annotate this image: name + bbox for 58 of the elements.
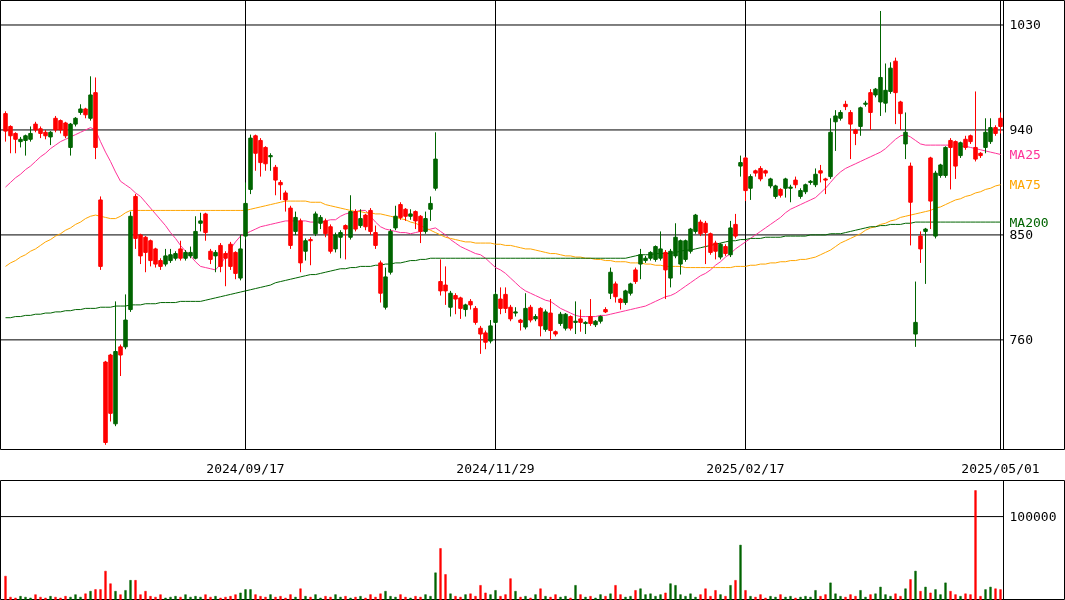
candlestick: [278, 179, 283, 201]
candlestick: [578, 309, 583, 333]
x-tick-label: 2025/05/01: [961, 460, 1040, 476]
candlestick: [273, 164, 278, 196]
y-tick-label: 100000: [1009, 509, 1057, 525]
candlestick: [868, 88, 873, 131]
candlestick: [738, 155, 743, 178]
series-label: MA75: [1009, 177, 1041, 193]
candlestick: [118, 344, 123, 377]
candlestick: [733, 213, 738, 239]
candlestick: [358, 208, 363, 229]
candlestick: [848, 109, 853, 160]
candlestick: [213, 249, 218, 273]
candlestick: [448, 290, 453, 318]
candlestick: [488, 319, 493, 344]
candlestick: [548, 298, 553, 341]
candlestick: [998, 111, 1003, 134]
x-tick-label: 2024/11/29: [456, 460, 535, 476]
candlestick: [588, 298, 593, 327]
candlestick: [303, 237, 308, 262]
candlestick: [923, 227, 928, 285]
candlestick: [373, 225, 378, 250]
candlestick: [293, 211, 298, 236]
candlestick: [538, 306, 543, 337]
candlestick: [353, 208, 358, 232]
candlestick: [543, 309, 548, 333]
candlestick: [423, 211, 428, 235]
candlestick: [88, 75, 93, 122]
candlestick: [203, 212, 208, 242]
candlestick: [283, 190, 288, 213]
series-label: MA25: [1009, 146, 1041, 162]
y-tick-label: 1030: [1009, 17, 1041, 33]
candlestick: [198, 212, 203, 232]
candlestick: [308, 236, 313, 266]
candlestick: [748, 173, 753, 201]
x-tick-label: 2025/02/17: [706, 460, 785, 476]
y-tick-label: 760: [1009, 332, 1033, 348]
line-series: [5, 184, 1001, 269]
candlestick: [608, 267, 613, 300]
candlestick: [913, 281, 918, 348]
candlestick: [918, 230, 923, 264]
candlestick: [428, 195, 433, 222]
series-label: MA200: [1009, 214, 1049, 230]
candlestick: [903, 111, 908, 160]
candlestick: [858, 106, 863, 137]
candlestick: [178, 240, 183, 262]
candlestick: [393, 205, 398, 231]
x-tick-label: 2024/09/17: [206, 460, 285, 476]
candlestick: [663, 249, 668, 300]
candlestick: [613, 281, 618, 304]
candlestick: [473, 305, 478, 326]
y-tick-label: 940: [1009, 122, 1033, 138]
candlestick: [573, 300, 578, 335]
candlestick: [523, 292, 528, 330]
y-tick-label: 850: [1009, 227, 1033, 243]
candlestick: [343, 223, 348, 260]
candlestick: [268, 152, 273, 172]
candlestick: [898, 100, 903, 131]
